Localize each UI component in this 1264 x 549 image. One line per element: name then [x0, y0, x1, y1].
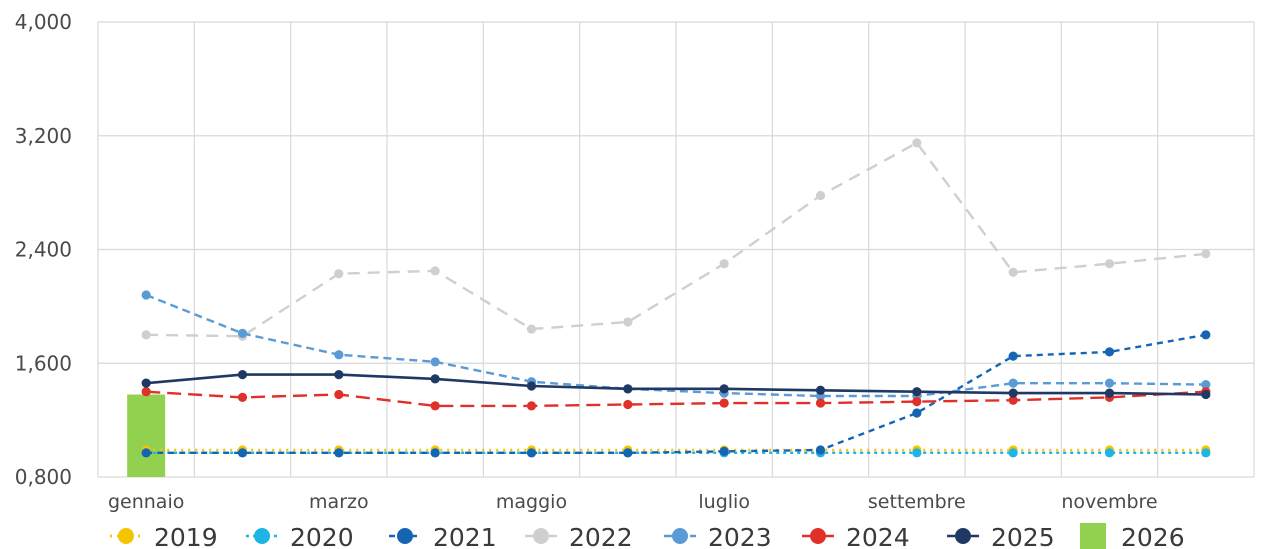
point-2023	[1104, 378, 1115, 388]
point-2024	[912, 397, 922, 407]
legend-label-2021: 2021	[433, 523, 497, 549]
point-2025	[430, 374, 440, 384]
point-2025	[1104, 388, 1115, 398]
series-line-2022	[146, 141, 1206, 338]
point-2025	[912, 387, 922, 397]
point-2020	[1008, 448, 1018, 458]
legend-label-2026: 2026	[1121, 523, 1185, 549]
point-2022	[141, 330, 151, 340]
legend-label-2022: 2022	[569, 523, 633, 549]
legend-marker-2019	[118, 528, 134, 544]
point-2024	[815, 398, 826, 408]
point-2025	[1008, 388, 1018, 398]
point-2024	[1008, 395, 1018, 405]
point-2022	[1008, 267, 1018, 277]
point-2025	[334, 370, 344, 380]
point-2025	[623, 384, 633, 394]
point-2020	[1201, 448, 1211, 458]
legend-marker-2023	[672, 528, 688, 544]
legend-marker-2025	[955, 528, 971, 544]
point-2022	[526, 324, 537, 334]
point-2022	[623, 317, 633, 327]
point-2020	[1104, 448, 1115, 458]
point-2025	[1201, 389, 1211, 400]
point-2023	[1008, 378, 1018, 388]
point-2025	[141, 378, 151, 388]
x-tick-label: novembre	[1061, 491, 1157, 513]
point-2022	[430, 266, 440, 276]
bar-series	[127, 394, 166, 477]
legend-label-2020: 2020	[290, 523, 354, 549]
point-2024	[526, 401, 537, 411]
point-2021	[430, 448, 440, 458]
legend: 2019 2020 2021 2022 2023 2024 2025 2026	[110, 523, 1185, 549]
x-tick-label: maggio	[496, 491, 567, 513]
point-2023	[237, 328, 248, 338]
x-tick-label: gennaio	[108, 491, 184, 513]
point-2022	[1104, 259, 1115, 269]
point-2021	[141, 448, 151, 458]
legend-label-2019: 2019	[154, 523, 218, 549]
point-2025	[815, 385, 826, 395]
legend-label-2025: 2025	[991, 523, 1055, 549]
point-2021	[334, 448, 344, 458]
point-2022	[815, 190, 826, 201]
point-2023	[1201, 379, 1211, 390]
y-axis: 0,800 1,600 2,400 3,200 4,000	[15, 10, 72, 489]
point-2022	[719, 259, 729, 269]
point-2021	[237, 448, 248, 458]
x-tick-label: marzo	[309, 491, 369, 513]
point-2021	[623, 448, 633, 458]
point-2023	[141, 290, 151, 300]
point-2024	[430, 401, 440, 411]
legend-label-2023: 2023	[708, 523, 772, 549]
point-2025	[719, 384, 729, 394]
series-line-2025	[146, 373, 1206, 396]
legend-marker-2020	[254, 528, 270, 544]
legend-marker-2022	[533, 528, 549, 544]
point-2024	[237, 392, 248, 402]
legend-swatch-2026	[1080, 523, 1106, 549]
y-tick-label: 3,200	[15, 124, 72, 148]
point-2024	[719, 398, 729, 408]
y-tick-label: 0,800	[15, 465, 72, 489]
y-tick-label: 2,400	[15, 238, 72, 262]
point-2022	[1201, 249, 1211, 259]
point-2020	[912, 448, 922, 458]
point-2024	[334, 389, 344, 400]
point-2021	[912, 408, 922, 418]
point-2021	[1008, 351, 1018, 361]
series-line-2023	[145, 293, 1206, 398]
y-tick-label: 4,000	[15, 10, 72, 34]
series-line-2021	[146, 333, 1207, 454]
point-2022	[334, 269, 344, 279]
x-tick-label: settembre	[868, 491, 966, 513]
point-2025	[526, 381, 537, 391]
point-2021	[1201, 330, 1211, 340]
x-tick-label: luglio	[698, 491, 750, 513]
point-2023	[430, 357, 440, 367]
series-line-2024	[146, 390, 1206, 408]
y-tick-label: 1,600	[15, 351, 72, 375]
line-series	[141, 138, 1211, 458]
point-2021	[1104, 347, 1115, 357]
x-axis: gennaio marzo maggio luglio settembre novembr…	[108, 491, 1158, 513]
legend-marker-2024	[810, 528, 826, 544]
point-2021	[719, 446, 729, 457]
point-2021	[815, 445, 826, 455]
point-2024	[623, 399, 633, 410]
point-2021	[526, 448, 537, 458]
point-2025	[237, 370, 248, 380]
point-2023	[334, 350, 344, 360]
point-2024	[141, 387, 151, 397]
gridlines	[97, 21, 1255, 478]
bar-2026	[127, 394, 166, 477]
point-2022	[912, 138, 922, 148]
legend-marker-2021	[397, 528, 413, 544]
legend-label-2024: 2024	[846, 523, 910, 549]
